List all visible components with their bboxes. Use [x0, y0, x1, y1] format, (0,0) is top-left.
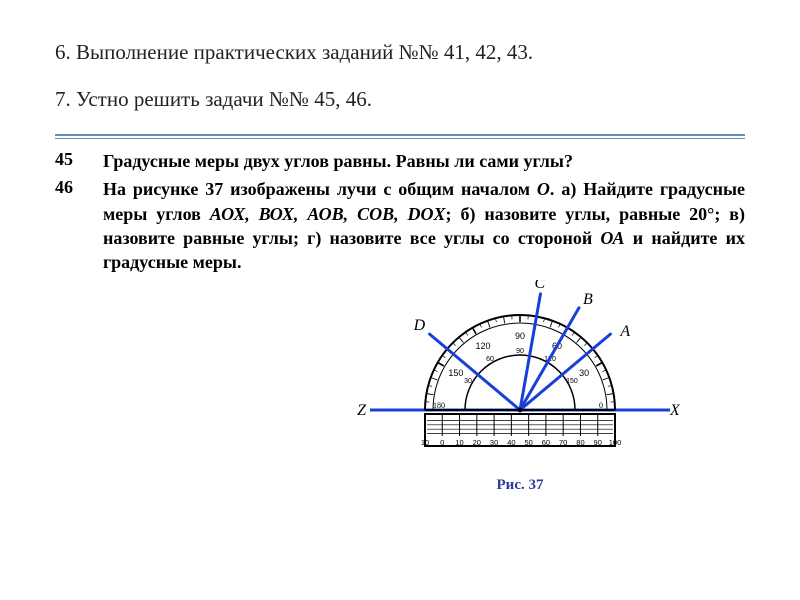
svg-text:20: 20 — [473, 438, 481, 447]
svg-text:70: 70 — [559, 438, 567, 447]
svg-text:10: 10 — [455, 438, 463, 447]
svg-text:0: 0 — [599, 401, 603, 410]
task-line-6: 6. Выполнение практических заданий №№ 41… — [55, 40, 745, 65]
svg-text:90: 90 — [515, 331, 525, 341]
text-fragment: На рисунке 37 изображены лучи с общим на… — [103, 179, 537, 199]
figure-37: 3015060120909012060150300180ABCDXZO10010… — [55, 280, 745, 494]
svg-text:Z: Z — [357, 402, 367, 419]
svg-text:D: D — [413, 318, 426, 335]
svg-text:150: 150 — [566, 378, 578, 385]
svg-text:30: 30 — [464, 378, 472, 385]
problem-number: 45 — [55, 149, 103, 173]
svg-text:X: X — [669, 402, 681, 419]
figure-caption: Рис. 37 — [295, 477, 745, 494]
problem-text: На рисунке 37 изображены лучи с общим на… — [103, 177, 745, 274]
problem-45: 45 Градусные меры двух углов равны. Равн… — [55, 149, 745, 173]
side-label: ОА — [600, 228, 624, 248]
svg-text:120: 120 — [475, 341, 490, 351]
svg-text:100: 100 — [609, 438, 622, 447]
problem-number: 46 — [55, 177, 103, 274]
protractor-diagram: 3015060120909012060150300180ABCDXZO10010… — [355, 280, 685, 470]
svg-text:30: 30 — [490, 438, 498, 447]
svg-text:0: 0 — [440, 438, 444, 447]
svg-text:40: 40 — [507, 438, 515, 447]
angles-list: АОХ, ВОХ, АОВ, СОВ, DOX — [210, 204, 446, 224]
problem-text: Градусные меры двух углов равны. Равны л… — [103, 149, 745, 173]
svg-text:90: 90 — [516, 348, 524, 355]
svg-text:180: 180 — [433, 401, 445, 410]
svg-text:A: A — [619, 324, 630, 341]
svg-text:60: 60 — [542, 438, 550, 447]
svg-text:60: 60 — [486, 357, 494, 364]
svg-text:150: 150 — [448, 368, 463, 378]
svg-text:90: 90 — [594, 438, 602, 447]
problem-46: 46 На рисунке 37 изображены лучи с общим… — [55, 177, 745, 274]
section-divider — [55, 134, 745, 139]
svg-text:C: C — [534, 280, 545, 292]
svg-text:50: 50 — [524, 438, 532, 447]
svg-text:10: 10 — [421, 438, 429, 447]
svg-text:80: 80 — [576, 438, 584, 447]
svg-text:30: 30 — [579, 368, 589, 378]
task-line-7: 7. Устно решить задачи №№ 45, 46. — [55, 87, 745, 112]
origin-label: О — [537, 179, 550, 199]
problems-block: 45 Градусные меры двух углов равны. Равн… — [55, 149, 745, 274]
svg-text:B: B — [583, 291, 593, 308]
